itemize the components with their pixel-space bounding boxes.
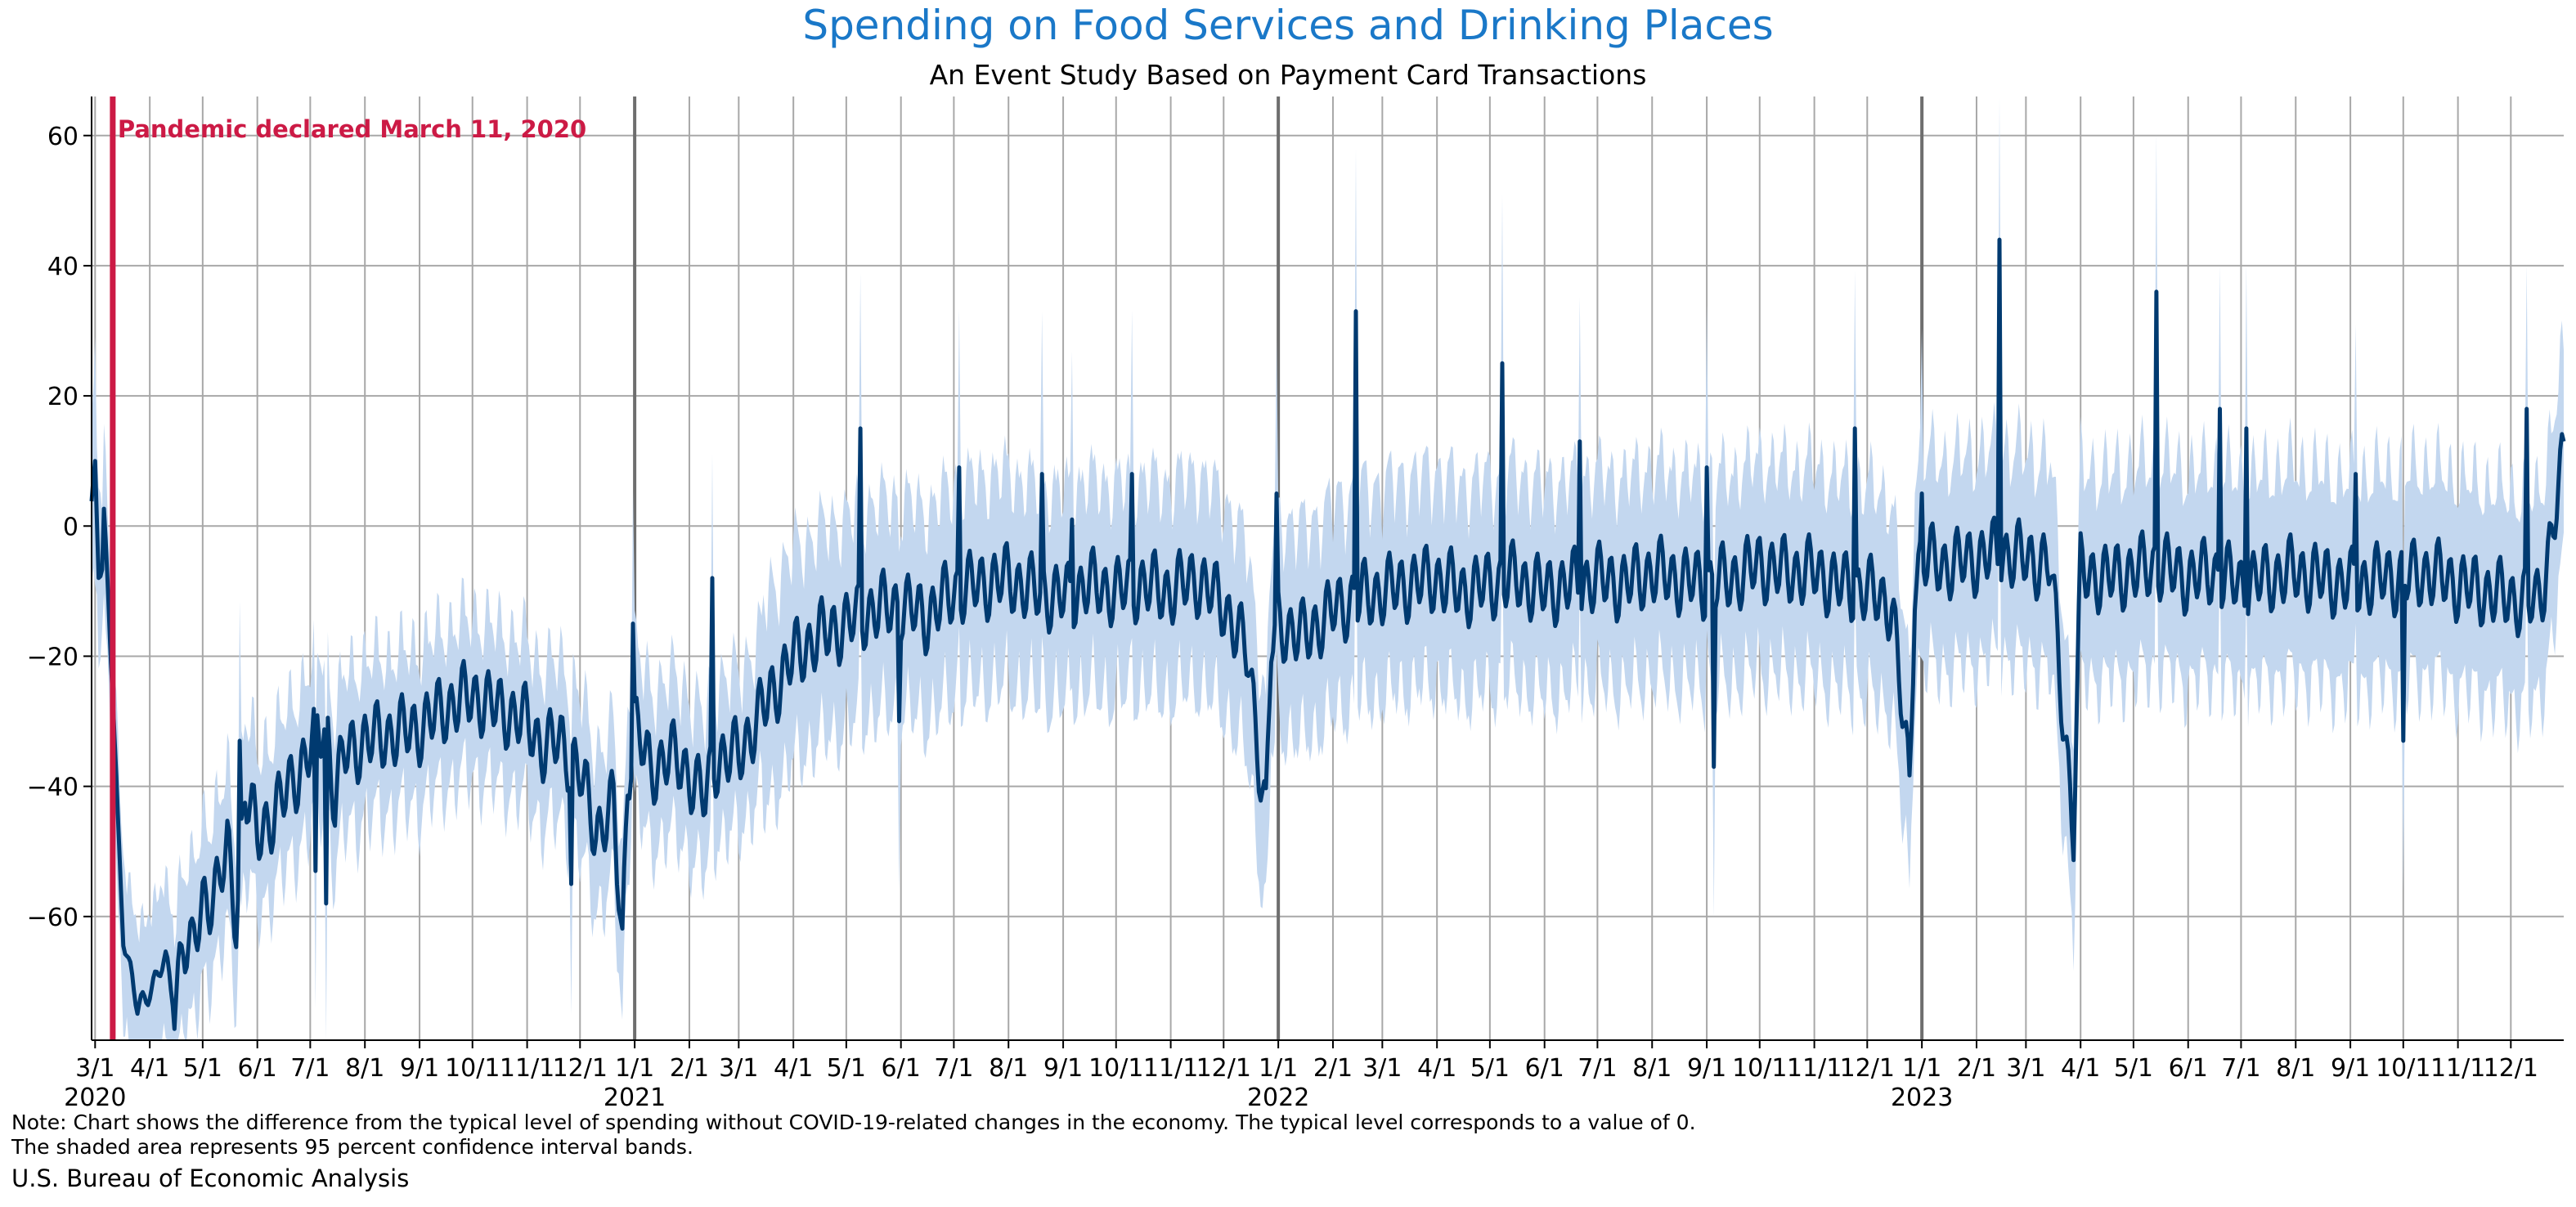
x-tick-label: 11/1	[1787, 1054, 1842, 1083]
source-label: U.S. Bureau of Economic Analysis	[11, 1164, 410, 1192]
x-tick-label: 5/1	[827, 1054, 866, 1083]
x-tick-label: 1/1	[615, 1054, 654, 1083]
y-tick-label: −60	[27, 904, 79, 932]
chart-note: Note: Chart shows the difference from th…	[11, 1111, 1696, 1160]
x-tick-label: 3/1	[719, 1054, 758, 1083]
y-tick-label: 0	[63, 513, 79, 541]
x-year-label: 2021	[604, 1084, 666, 1112]
chart-title: Spending on Food Services and Drinking P…	[802, 2, 1774, 49]
confidence-band	[92, 96, 2564, 1040]
x-tick-label: 10/1	[1732, 1054, 1787, 1083]
x-tick-label: 9/1	[2331, 1054, 2370, 1083]
x-tick-label: 3/1	[2006, 1054, 2045, 1083]
x-year-label: 2020	[64, 1084, 126, 1112]
series-line	[89, 237, 2566, 1031]
x-tick-label: 12/1	[2484, 1054, 2538, 1083]
x-tick-label: 7/1	[1577, 1054, 1617, 1083]
x-tick-label: 10/1	[1088, 1054, 1143, 1083]
y-tick-label: 60	[47, 123, 79, 151]
x-year-label: 2023	[1891, 1084, 1953, 1112]
x-tick-label: 4/1	[130, 1054, 169, 1083]
x-tick-label: 3/1	[75, 1054, 114, 1083]
chart-subtitle: An Event Study Based on Payment Card Tra…	[929, 59, 1647, 91]
x-tick-label: 5/1	[1470, 1054, 1510, 1083]
x-tick-label: 2/1	[1313, 1054, 1353, 1083]
x-tick-label: 7/1	[290, 1054, 330, 1083]
x-tick-label: 9/1	[400, 1054, 439, 1083]
x-tick-label: 6/1	[1525, 1054, 1564, 1083]
x-tick-label: 6/1	[882, 1054, 921, 1083]
x-tick-label: 4/1	[2061, 1054, 2100, 1083]
x-tick-label: 10/1	[445, 1054, 500, 1083]
x-tick-label: 10/1	[2376, 1054, 2430, 1083]
x-tick-label: 1/1	[1259, 1054, 1298, 1083]
note-line-2: The shaded area represents 95 percent co…	[11, 1135, 693, 1159]
x-tick-label: 8/1	[989, 1054, 1028, 1083]
x-tick-label: 11/1	[2430, 1054, 2485, 1083]
x-tick-label: 7/1	[934, 1054, 973, 1083]
x-tick-label: 11/1	[500, 1054, 554, 1083]
x-tick-label: 1/1	[1902, 1054, 1941, 1083]
x-tick-label: 4/1	[1417, 1054, 1456, 1083]
x-tick-label: 2/1	[670, 1054, 709, 1083]
pandemic-annotation: Pandemic declared March 11, 2020	[118, 115, 586, 143]
annotation-layer: Pandemic declared March 11, 2020	[110, 96, 586, 1040]
x-tick-label: 3/1	[1362, 1054, 1402, 1083]
x-tick-label: 4/1	[774, 1054, 813, 1083]
x-tick-label: 8/1	[1632, 1054, 1672, 1083]
x-tick-label: 12/1	[1840, 1054, 1895, 1083]
x-tick-label: 5/1	[2114, 1054, 2153, 1083]
x-tick-label: 9/1	[1687, 1054, 1726, 1083]
x-tick-label: 9/1	[1043, 1054, 1083, 1083]
x-tick-label: 6/1	[2169, 1054, 2208, 1083]
x-tick-label: 12/1	[1196, 1054, 1251, 1083]
y-tick-label: 40	[47, 253, 79, 281]
y-tick-label: −20	[27, 643, 79, 671]
y-tick-label: −40	[27, 774, 79, 802]
x-tick-label: 11/1	[1143, 1054, 1198, 1083]
note-line-1: Note: Chart shows the difference from th…	[11, 1111, 1696, 1134]
x-tick-label: 5/1	[183, 1054, 222, 1083]
y-tick-label: 20	[47, 383, 79, 411]
x-year-label: 2022	[1247, 1084, 1309, 1112]
x-tick-label: 7/1	[2221, 1054, 2260, 1083]
x-tick-label: 8/1	[345, 1054, 384, 1083]
confidence-band-layer	[92, 96, 2564, 1040]
x-tick-label: 8/1	[2276, 1054, 2315, 1083]
x-tick-label: 12/1	[553, 1054, 608, 1083]
x-tick-label: 6/1	[238, 1054, 277, 1083]
x-tick-label: 2/1	[1957, 1054, 1996, 1083]
series-line-layer	[89, 237, 2566, 1031]
